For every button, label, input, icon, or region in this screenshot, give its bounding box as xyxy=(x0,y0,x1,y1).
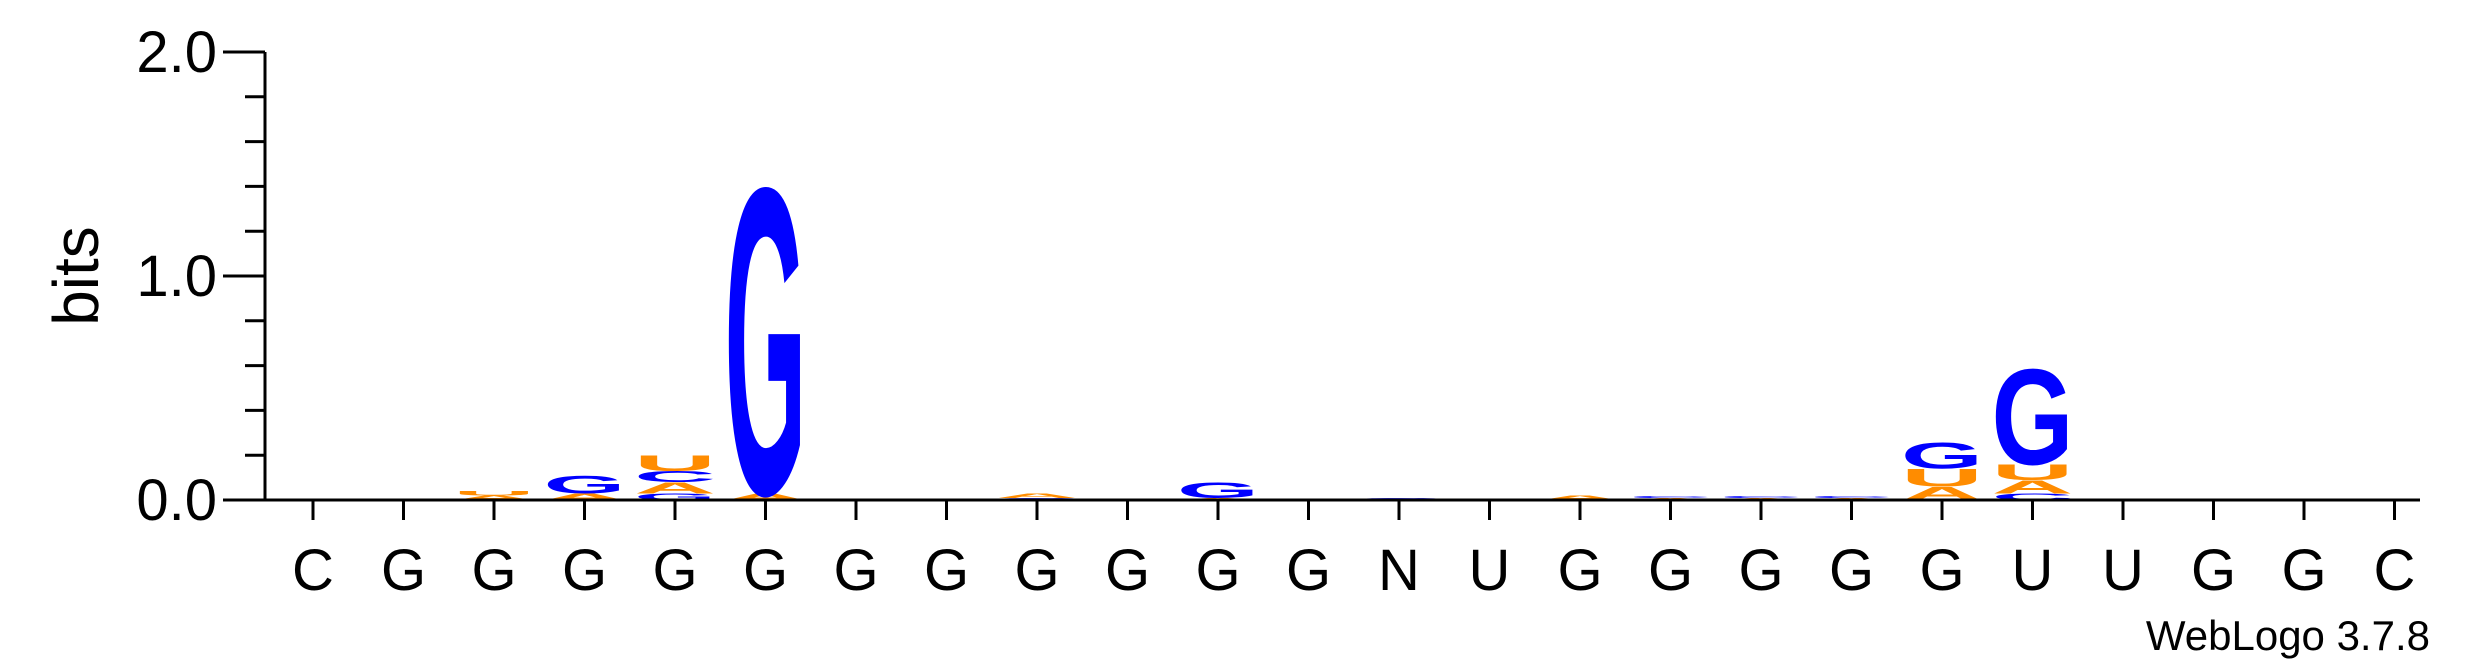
weblogo-credit: WebLogo 3.7.8 xyxy=(2146,612,2430,659)
x-tick-label: G xyxy=(562,538,607,603)
x-tick-label: C xyxy=(2374,538,2416,603)
logo-letter-a: A xyxy=(453,494,535,501)
x-tick-label: U xyxy=(2012,538,2054,603)
logo-letter-u: U xyxy=(634,451,716,475)
x-tick-label: N xyxy=(1378,538,1420,603)
x-tick-label: C xyxy=(292,538,334,603)
x-tick-label: G xyxy=(1829,538,1874,603)
x-tick-label: G xyxy=(1286,538,1331,603)
logo-letter-u: U xyxy=(1991,460,2073,484)
x-tick-label: G xyxy=(1195,538,1240,603)
x-tick-label: G xyxy=(381,538,426,603)
x-tick-label: G xyxy=(1014,538,1059,603)
y-axis-label: bits xyxy=(40,226,112,326)
x-tick-label: G xyxy=(2281,538,2326,603)
logo-letter-g: G xyxy=(634,492,716,502)
logo-letter-c: C xyxy=(1630,495,1712,498)
y-tick-label: 2.0 xyxy=(136,20,217,85)
x-tick-label: G xyxy=(471,538,516,603)
logo-letter-a: A xyxy=(634,479,716,496)
x-tick-label: G xyxy=(924,538,969,603)
logo-letter-g: G xyxy=(543,471,625,499)
logo-letter-g: G xyxy=(1901,435,1983,477)
x-tick-label: G xyxy=(1557,538,1602,603)
logo-letter-a: A xyxy=(725,492,807,502)
y-tick-label: 0.0 xyxy=(136,468,217,533)
x-tick-label: U xyxy=(1469,538,1511,603)
x-tick-label: G xyxy=(1919,538,1964,603)
x-tick-label: G xyxy=(1648,538,1693,603)
logo-letter-c: C xyxy=(1811,495,1893,498)
x-tick-label: G xyxy=(743,538,788,603)
logo-letter-c: C xyxy=(1720,495,1802,498)
logo-letter-a: A xyxy=(544,492,626,502)
x-tick-label: U xyxy=(2102,538,2144,603)
logo-letter-g: G xyxy=(1992,340,2074,494)
logo-letter-c: C xyxy=(634,468,716,485)
x-tick-label: G xyxy=(1738,538,1783,603)
x-tick-label: G xyxy=(2191,538,2236,603)
y-axis-ticks: 0.0 1.0 2.0 xyxy=(136,20,265,533)
logo-letter-a: A xyxy=(1539,494,1621,501)
x-tick-label: G xyxy=(1105,538,1150,603)
logo-letter-u: U xyxy=(1901,464,1983,492)
logo-letter-c: C xyxy=(1992,492,2074,502)
y-tick-label: 1.0 xyxy=(136,244,217,309)
x-tick-label: G xyxy=(833,538,878,603)
logo-letter-a: A xyxy=(996,492,1078,499)
plot-area: AUAGGACUAGCAAGCAACACACAUGCAUG xyxy=(453,96,2074,587)
logo-letter-u: U xyxy=(453,490,535,497)
logo-letter-a: A xyxy=(1991,477,2073,498)
x-tick-label: G xyxy=(652,538,697,603)
